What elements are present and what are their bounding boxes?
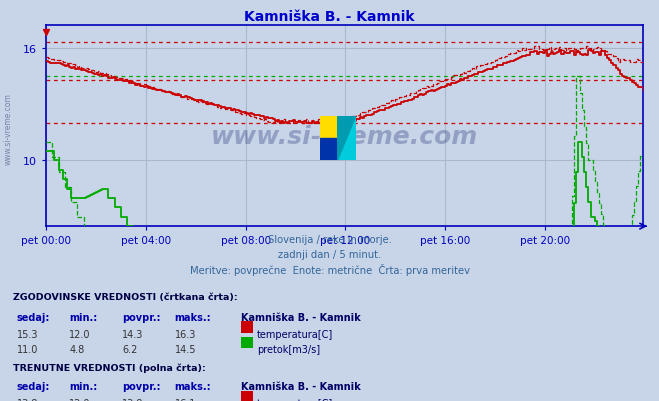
- Bar: [320, 138, 338, 160]
- Text: TRENUTNE VREDNOSTI (polna črta):: TRENUTNE VREDNOSTI (polna črta):: [13, 362, 206, 372]
- Text: maks.:: maks.:: [175, 312, 212, 322]
- Text: 12.0: 12.0: [69, 398, 91, 401]
- Text: pretok[m3/s]: pretok[m3/s]: [257, 344, 320, 354]
- Bar: [320, 116, 338, 138]
- Text: Kamniška B. - Kamnik: Kamniška B. - Kamnik: [241, 381, 360, 391]
- Text: temperatura[C]: temperatura[C]: [257, 398, 333, 401]
- Text: 16.3: 16.3: [175, 329, 196, 339]
- Text: 13.8: 13.8: [16, 398, 38, 401]
- Polygon shape: [338, 116, 356, 160]
- Text: min.:: min.:: [69, 381, 98, 391]
- Text: www.si-vreme.com: www.si-vreme.com: [211, 124, 478, 148]
- Text: 11.0: 11.0: [16, 344, 38, 354]
- Text: 14.5: 14.5: [175, 344, 196, 354]
- Text: sedaj:: sedaj:: [16, 381, 50, 391]
- Polygon shape: [338, 116, 356, 160]
- Text: maks.:: maks.:: [175, 381, 212, 391]
- Text: 12.0: 12.0: [69, 329, 91, 339]
- Text: 14.3: 14.3: [122, 329, 143, 339]
- Text: www.si-vreme.com: www.si-vreme.com: [3, 93, 13, 164]
- Text: povpr.:: povpr.:: [122, 381, 160, 391]
- Text: sedaj:: sedaj:: [16, 312, 50, 322]
- Text: 6.2: 6.2: [122, 344, 137, 354]
- Text: zadnji dan / 5 minut.: zadnji dan / 5 minut.: [278, 249, 381, 259]
- Text: ZGODOVINSKE VREDNOSTI (črtkana črta):: ZGODOVINSKE VREDNOSTI (črtkana črta):: [13, 293, 238, 302]
- Text: Kamniška B. - Kamnik: Kamniška B. - Kamnik: [241, 312, 360, 322]
- Text: min.:: min.:: [69, 312, 98, 322]
- Text: 16.1: 16.1: [175, 398, 196, 401]
- Text: 15.3: 15.3: [16, 329, 38, 339]
- Text: 4.8: 4.8: [69, 344, 84, 354]
- Text: Meritve: povprečne  Enote: metrične  Črta: prva meritev: Meritve: povprečne Enote: metrične Črta:…: [190, 263, 469, 275]
- Text: Slovenija / reke in morje.: Slovenija / reke in morje.: [268, 235, 391, 245]
- Text: Kamniška B. - Kamnik: Kamniška B. - Kamnik: [244, 10, 415, 24]
- Text: temperatura[C]: temperatura[C]: [257, 329, 333, 339]
- Text: 13.8: 13.8: [122, 398, 143, 401]
- Text: povpr.:: povpr.:: [122, 312, 160, 322]
